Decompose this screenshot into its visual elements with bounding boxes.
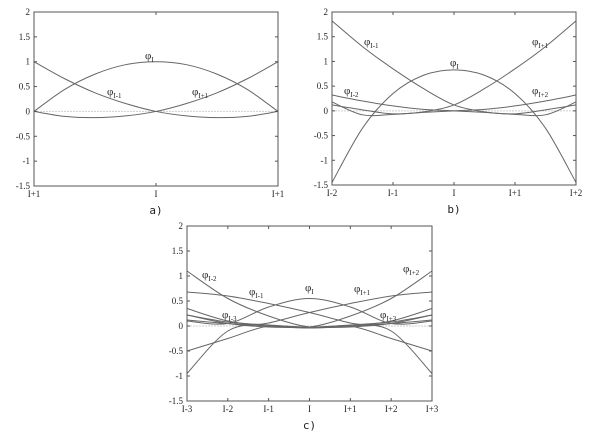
y-tick-label: -1 — [176, 371, 184, 381]
y-tick-label: -1.5 — [16, 181, 31, 191]
y-tick-label: 2 — [26, 7, 31, 17]
x-tick-label: I+1 — [272, 189, 285, 199]
x-tick-label: I+1 — [28, 189, 41, 199]
y-tick-label: 2 — [324, 7, 329, 17]
x-tick-label: I-1 — [388, 188, 399, 198]
curve-I+1 — [186, 291, 433, 374]
y-tick-label: 0 — [26, 106, 31, 116]
curve-I-1 — [186, 291, 433, 374]
curve-I — [331, 69, 577, 183]
curve-label: φI+2 — [532, 85, 549, 99]
y-tick-label: 0.5 — [317, 81, 329, 91]
y-tick-label: 0 — [179, 321, 184, 331]
plot-caption: c) — [303, 419, 316, 432]
y-tick-label: -1 — [321, 155, 329, 165]
x-tick-label: I — [308, 404, 311, 414]
x-tick-label: I+1 — [509, 188, 522, 198]
curve-I — [33, 61, 279, 112]
y-tick-label: 1 — [26, 57, 31, 67]
curve-label: φI-2 — [344, 85, 359, 99]
y-tick-label: -0.5 — [314, 131, 329, 141]
plot-caption: a) — [149, 204, 162, 217]
y-tick-label: -0.5 — [169, 346, 184, 356]
plot-caption: b) — [447, 203, 460, 216]
y-tick-label: 0.5 — [172, 296, 184, 306]
curve-label: φI+1 — [532, 36, 549, 50]
plot-c: 2 1.5 1 0.5 0 -0.5 -1 -1.5I-3 I-2 I-1 I I+1 I+2 I+3 φI… — [169, 221, 439, 432]
curve-label: φI+2 — [403, 263, 420, 277]
x-tick-label: I-2 — [327, 188, 338, 198]
y-tick-label: 1.5 — [317, 32, 329, 42]
curve-aux-1 — [186, 314, 433, 328]
x-tick-label: I+2 — [570, 188, 583, 198]
curve-label: φI-2 — [202, 269, 217, 283]
x-tick-label: I+2 — [385, 404, 398, 414]
curve-label: φI+1 — [192, 86, 209, 100]
curve-label: φI-1 — [364, 36, 379, 50]
curve-aux-2 — [186, 319, 433, 329]
curve-label: φI — [145, 50, 154, 64]
curve-label: φI-1 — [249, 286, 264, 300]
x-tick-label: I-1 — [263, 404, 274, 414]
x-tick-label: I — [453, 188, 456, 198]
curve-I+1 — [331, 20, 577, 115]
curve-label: φI — [305, 282, 314, 296]
x-tick-label: I — [155, 189, 158, 199]
curve-label: φI-1 — [107, 86, 122, 100]
x-tick-label: I-3 — [182, 404, 193, 414]
curve-I-1 — [33, 61, 279, 119]
curve-I+1 — [33, 61, 279, 119]
y-tick-label: 1.5 — [19, 32, 31, 42]
curve-I+2 — [331, 94, 577, 117]
y-tick-label: 2 — [179, 221, 184, 231]
y-tick-label: 1 — [179, 271, 184, 281]
y-tick-label: -0.5 — [16, 131, 31, 141]
x-tick-label: I+3 — [426, 404, 439, 414]
curve-label: φI-3 — [222, 309, 237, 323]
y-tick-label: 1 — [324, 56, 329, 66]
y-tick-label: 0.5 — [19, 82, 31, 92]
x-tick-label: I+1 — [344, 404, 357, 414]
curve-label: φI — [450, 57, 459, 71]
y-tick-label: -1.5 — [314, 180, 329, 190]
y-tick-label: -1 — [23, 156, 31, 166]
x-tick-label: I-2 — [223, 404, 234, 414]
y-tick-label: 1.5 — [172, 246, 184, 256]
y-tick-label: -1.5 — [169, 396, 184, 406]
plot-b: 2 1.5 1 0.5 0 -0.5 -1 -1.5I-2 I-1 I I+1 I+2 φI-1 φI+1… — [314, 7, 583, 216]
plot-frame — [33, 11, 279, 187]
curve-label: φI+3 — [380, 309, 397, 323]
y-tick-label: 0 — [324, 106, 329, 116]
curve-label: φI+1 — [354, 283, 371, 297]
